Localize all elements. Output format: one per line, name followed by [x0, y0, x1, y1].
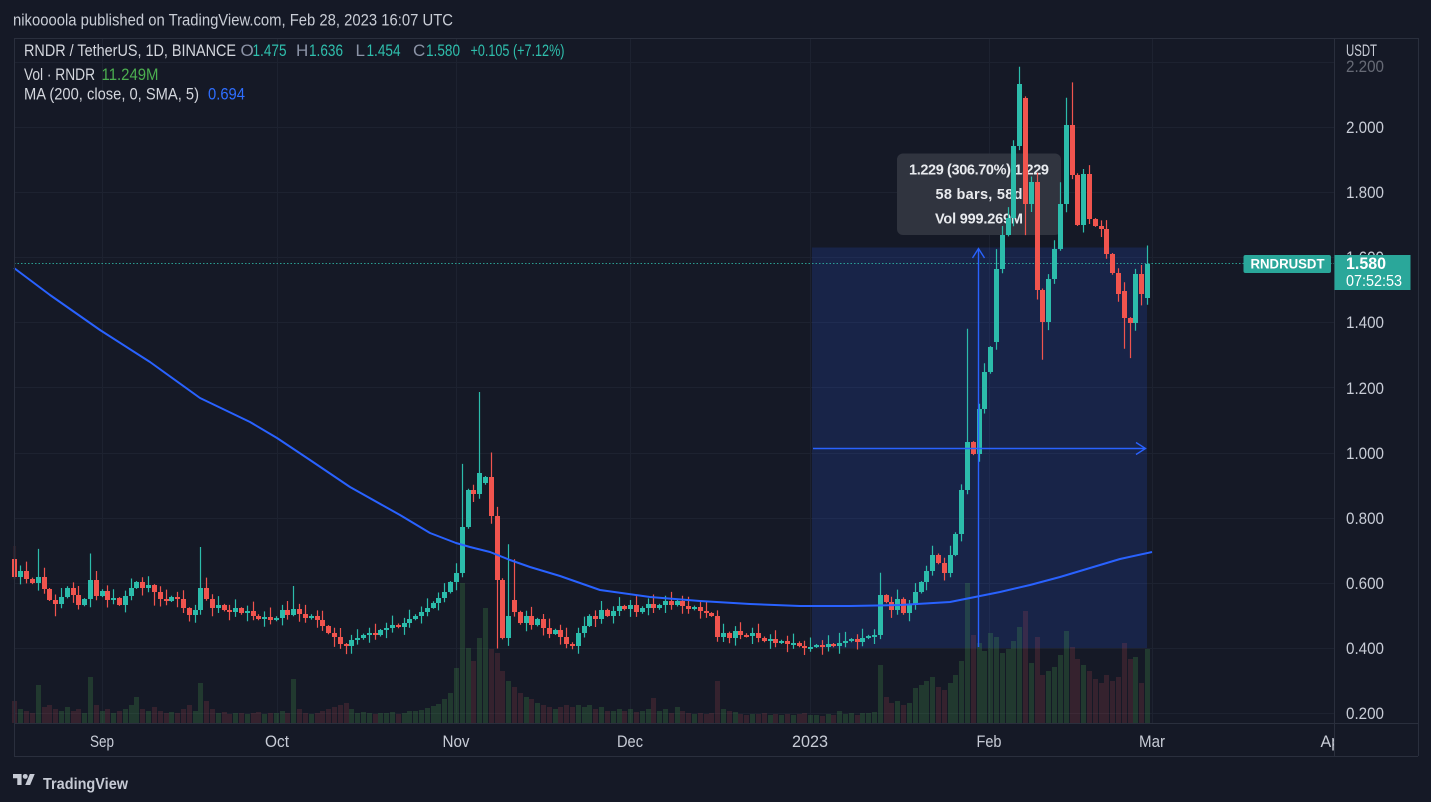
svg-text:1.400: 1.400: [1346, 313, 1384, 332]
svg-text:1.580: 1.580: [426, 41, 460, 60]
svg-text:Sep: Sep: [90, 732, 114, 751]
svg-text:1.580: 1.580: [1346, 254, 1386, 273]
svg-text:nikoooola published on Trading: nikoooola published on TradingView.com, …: [13, 11, 453, 30]
svg-text:Mar: Mar: [1139, 732, 1165, 751]
svg-text:2.200: 2.200: [1346, 57, 1384, 76]
svg-text:H: H: [296, 41, 308, 60]
svg-text:Feb: Feb: [977, 732, 1002, 751]
svg-text:0.400: 0.400: [1346, 639, 1384, 658]
svg-text:C: C: [413, 41, 425, 60]
svg-text:Vol · RNDR: Vol · RNDR: [24, 65, 95, 84]
svg-text:0.694: 0.694: [208, 85, 245, 104]
svg-text:58 bars, 58d: 58 bars, 58d: [936, 187, 1023, 203]
svg-text:TradingView: TradingView: [43, 776, 129, 793]
svg-text:2023: 2023: [792, 732, 828, 751]
svg-text:11.249M: 11.249M: [102, 65, 159, 84]
svg-text:0.600: 0.600: [1346, 574, 1384, 593]
svg-text:USDT: USDT: [1346, 41, 1377, 60]
svg-text:0.200: 0.200: [1346, 704, 1384, 723]
svg-text:RNDRUSDT: RNDRUSDT: [1251, 257, 1326, 272]
svg-text:1.200: 1.200: [1346, 379, 1384, 398]
svg-text:Dec: Dec: [617, 732, 643, 751]
svg-text:Nov: Nov: [443, 732, 470, 751]
svg-text:L: L: [356, 41, 365, 60]
svg-text:RNDR / TetherUS, 1D, BINANCE: RNDR / TetherUS, 1D, BINANCE: [24, 41, 236, 60]
svg-text:+0.105 (+7.12%): +0.105 (+7.12%): [471, 41, 565, 60]
svg-text:Vol 999.269M: Vol 999.269M: [935, 212, 1023, 228]
svg-text:1.454: 1.454: [367, 41, 401, 60]
svg-text:1.800: 1.800: [1346, 183, 1384, 202]
svg-text:Oct: Oct: [265, 732, 289, 751]
svg-text:07:52:53: 07:52:53: [1346, 273, 1402, 290]
svg-text:O: O: [241, 41, 254, 60]
svg-text:2.000: 2.000: [1346, 118, 1384, 137]
svg-text:MA (200, close, 0, SMA, 5): MA (200, close, 0, SMA, 5): [24, 85, 199, 104]
svg-text:1.636: 1.636: [309, 41, 343, 60]
svg-text:1.475: 1.475: [253, 41, 287, 60]
svg-text:0.800: 0.800: [1346, 509, 1384, 528]
svg-text:Apr: Apr: [1321, 732, 1346, 751]
svg-text:1.000: 1.000: [1346, 444, 1384, 463]
